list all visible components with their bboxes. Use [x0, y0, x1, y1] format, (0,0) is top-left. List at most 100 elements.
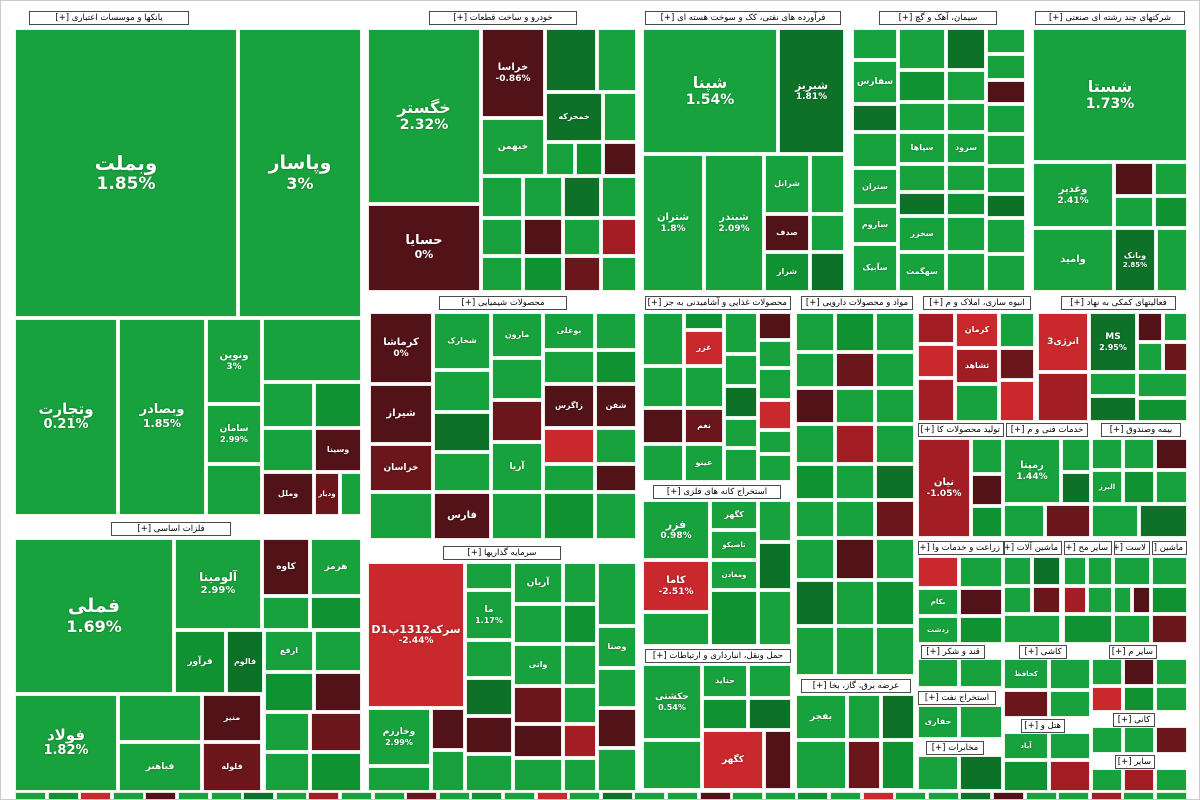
tile-filler[interactable] [960, 756, 1002, 790]
tile-filler[interactable] [918, 557, 958, 587]
tile-filler[interactable] [796, 539, 834, 579]
sector-header-mining[interactable]: استخراج کانه های فلزی [+] [653, 485, 781, 499]
tile-filler[interactable] [725, 449, 757, 481]
tile-غزر[interactable]: غزر [685, 331, 723, 365]
sector-header-chemicals[interactable]: محصولات شیمیایی [+] [439, 296, 567, 310]
tile-filler[interactable] [1004, 505, 1044, 537]
tile-کگهر[interactable]: کگهر [703, 731, 763, 789]
tile-filler[interactable] [466, 679, 512, 715]
tile-filler[interactable] [1000, 381, 1034, 421]
tile-filler[interactable] [749, 665, 791, 697]
tile-تاصیکو[interactable]: تاصیکو [711, 531, 757, 559]
tile-filler[interactable] [947, 217, 985, 251]
tile-filler[interactable] [596, 313, 636, 349]
tile-filler[interactable] [960, 617, 1002, 643]
tile-خراسا[interactable]: خراسا -0.86% [482, 29, 544, 117]
tile-filler[interactable] [1004, 557, 1031, 585]
tile-filler[interactable] [598, 749, 636, 791]
sector-header-pharma[interactable]: مواد و محصولات دارویی [+] [801, 296, 913, 310]
tile-filler[interactable] [1138, 399, 1187, 421]
tile-filler[interactable] [811, 253, 844, 291]
tile-filler[interactable] [848, 695, 880, 739]
tile-filler[interactable] [1156, 439, 1187, 469]
tile-filler[interactable] [918, 756, 958, 790]
tile-نغم[interactable]: نغم [685, 409, 723, 443]
tile-ثشاهد[interactable]: ثشاهد [956, 349, 998, 383]
tile-filler[interactable] [598, 563, 636, 625]
tile-filler[interactable] [524, 177, 562, 217]
tile-filler[interactable] [1050, 691, 1090, 717]
tile-بوعلی[interactable]: بوعلی [544, 313, 594, 349]
tile-filler[interactable] [836, 581, 874, 625]
tile-filler[interactable] [711, 591, 757, 645]
tile-filler[interactable] [759, 401, 791, 429]
tile-حکشتی[interactable]: حکشتی 0.54% [643, 665, 701, 739]
tile-filler[interactable] [434, 413, 490, 451]
tile-filler[interactable] [956, 385, 998, 421]
tile-filler[interactable] [918, 659, 958, 687]
tile-filler[interactable] [1156, 687, 1187, 711]
tile-filler[interactable] [960, 589, 1002, 615]
tile-filler[interactable] [759, 455, 791, 481]
tile-filler[interactable] [544, 465, 594, 491]
tile-filler[interactable] [598, 709, 636, 747]
tile-filler[interactable] [972, 439, 1002, 473]
sector-header-rubber[interactable]: لاست [+] [1114, 541, 1150, 555]
tile-ما[interactable]: ما 1.17% [466, 591, 512, 639]
tile-filler[interactable] [492, 359, 542, 399]
tile-filler[interactable] [602, 177, 636, 217]
tile-filler[interactable] [315, 673, 361, 711]
tile-filler[interactable] [960, 557, 1002, 587]
tile-filler[interactable] [1156, 727, 1187, 753]
tile-آریان[interactable]: آریان [514, 563, 562, 603]
tile-سفارس[interactable]: سفارس [853, 61, 897, 103]
tile-filler[interactable] [564, 759, 596, 791]
sector-header-machinery[interactable]: ماشین آلات [+] [1004, 541, 1062, 555]
tile-آلومینا[interactable]: آلومینا 2.99% [175, 539, 261, 629]
tile-filler[interactable] [564, 725, 596, 757]
tile-filler[interactable] [1124, 769, 1154, 791]
tile-filler[interactable] [796, 425, 834, 463]
tile-filler[interactable] [514, 605, 562, 643]
tile-filler[interactable] [759, 369, 791, 399]
tile-filler[interactable] [546, 29, 596, 91]
tile-filler[interactable] [1004, 587, 1031, 613]
tile-وتجارت[interactable]: وتجارت 0.21% [15, 319, 117, 515]
tile-filler[interactable] [1000, 349, 1034, 379]
tile-filler[interactable] [544, 351, 594, 383]
tile-filler[interactable] [1092, 439, 1122, 469]
tile-filler[interactable] [466, 717, 512, 753]
tile-filler[interactable] [876, 389, 914, 423]
sector-header-auto[interactable]: خودرو و ساخت قطعات [+] [429, 11, 577, 25]
tile-سرکه1312پD1[interactable]: سرکه1312پD1 -2.44% [368, 563, 464, 707]
tile-filler[interactable] [370, 493, 432, 539]
tile-filler[interactable] [1090, 373, 1136, 395]
tile-وامید[interactable]: وامید [1033, 229, 1113, 291]
tile-filler[interactable] [1155, 163, 1187, 195]
tile-filler[interactable] [725, 313, 757, 353]
sector-header-food[interactable]: محصولات غذایی و آشامیدنی به جز [+] [645, 296, 791, 310]
tile-filler[interactable] [1133, 587, 1150, 613]
tile-filler[interactable] [972, 475, 1002, 505]
sector-header-oil-extraction[interactable]: استخراج نفت [+] [918, 691, 996, 705]
tile-filler[interactable] [1092, 659, 1122, 685]
tile-سرود[interactable]: سرود [947, 133, 985, 163]
tile-filler[interactable] [524, 219, 562, 255]
tile-filler[interactable] [315, 383, 361, 427]
tile-filler[interactable] [836, 425, 874, 463]
tile-filler[interactable] [947, 103, 985, 131]
tile-وبملت[interactable]: وبملت 1.85% [15, 29, 237, 317]
tile-فارس[interactable]: فارس [434, 493, 490, 539]
sector-header-sugar[interactable]: قند و شکر [+] [921, 645, 985, 659]
tile-filler[interactable] [1050, 761, 1090, 791]
tile-filler[interactable] [685, 367, 723, 407]
tile-filler[interactable] [1114, 557, 1150, 585]
tile-filler[interactable] [564, 645, 596, 685]
tile-filler[interactable] [598, 669, 636, 707]
tile-filler[interactable] [899, 193, 945, 215]
tile-وپاسار[interactable]: وپاسار 3% [239, 29, 361, 317]
sector-header-misc-1[interactable]: سایر م [+] [1109, 645, 1157, 659]
tile-filler[interactable] [759, 543, 791, 589]
tile-انرژی3[interactable]: انرژی3 [1038, 313, 1088, 371]
sector-header-other-minerals[interactable]: سایر مح [+] [1064, 541, 1112, 555]
